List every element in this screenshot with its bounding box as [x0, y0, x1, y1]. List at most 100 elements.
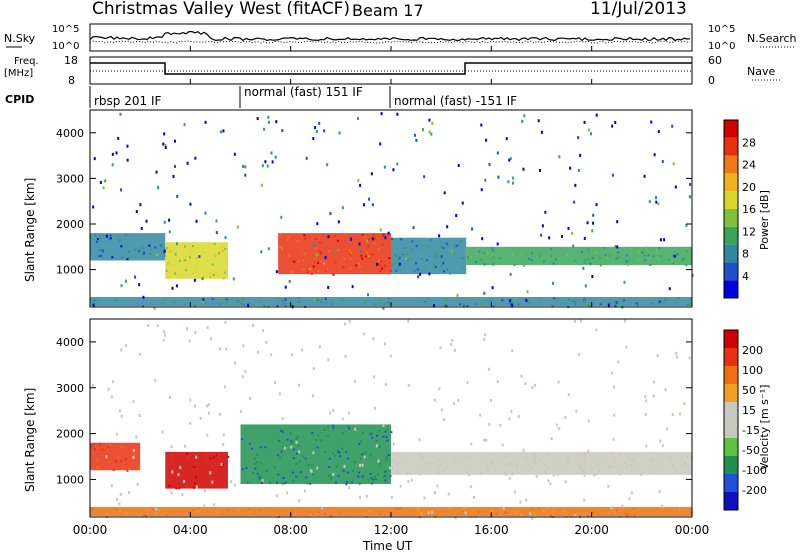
velocity-heatmap	[90, 319, 693, 520]
heatmap-cell	[156, 324, 159, 328]
heatmap-cell	[398, 262, 401, 266]
heatmap-cell	[613, 413, 616, 417]
heatmap-cell	[183, 479, 186, 483]
heatmap-cell	[437, 458, 440, 461]
velocity-colorbar-label: Velocity [m s⁻¹]	[758, 385, 771, 470]
heatmap-cell	[112, 468, 115, 471]
heatmap-cell	[189, 398, 192, 402]
heatmap-cell	[542, 509, 545, 512]
heatmap-cell	[596, 463, 599, 466]
heatmap-cell	[193, 482, 196, 485]
heatmap-cell	[212, 273, 215, 276]
heatmap-cell	[164, 333, 167, 337]
heatmap-cell	[373, 303, 376, 306]
heatmap-cell	[175, 487, 178, 490]
heatmap-cell	[212, 471, 215, 474]
heatmap-cell	[592, 213, 595, 217]
heatmap-cell	[467, 472, 470, 475]
heatmap-cell	[545, 507, 548, 510]
heatmap-cell	[674, 185, 677, 189]
heatmap-cell	[337, 475, 340, 478]
heatmap-cell	[214, 453, 217, 456]
heatmap-cell	[371, 477, 374, 480]
heatmap-cell	[532, 457, 535, 460]
heatmap-cell	[560, 234, 563, 238]
heatmap-cell	[183, 123, 186, 127]
heatmap-cell	[213, 503, 216, 507]
heatmap-cell	[491, 286, 494, 290]
heatmap-cell	[359, 440, 362, 443]
heatmap-cell	[202, 298, 205, 302]
heatmap-cell	[207, 403, 210, 407]
heatmap-cell	[659, 255, 662, 258]
heatmap-cell	[230, 480, 233, 484]
heatmap-cell	[164, 146, 167, 150]
heatmap-cell	[359, 183, 362, 187]
heatmap-cell	[161, 430, 164, 434]
heatmap-cell	[372, 233, 375, 236]
heatmap-cell	[457, 243, 460, 246]
heatmap-cell	[259, 446, 262, 449]
heatmap-cell	[330, 303, 333, 306]
heatmap-cell	[492, 250, 495, 253]
heatmap-cell	[371, 436, 374, 439]
heatmap-cell	[583, 236, 586, 240]
heatmap-cell	[367, 255, 370, 258]
heatmap-cell	[317, 261, 320, 264]
heatmap-cell	[635, 302, 638, 305]
heatmap-cell	[281, 129, 284, 133]
heatmap-cell	[407, 480, 410, 484]
heatmap-cell	[622, 299, 625, 302]
heatmap-cell	[557, 380, 560, 384]
heatmap-cell	[376, 473, 379, 476]
heatmap-cell	[433, 398, 436, 402]
heatmap-cell	[680, 464, 683, 467]
heatmap-cell	[589, 132, 592, 136]
heatmap-cell	[96, 238, 99, 241]
heatmap-cell	[584, 460, 587, 463]
heatmap-cell	[334, 250, 337, 254]
heatmap-cell	[381, 267, 384, 270]
heatmap-cell	[365, 514, 368, 517]
heatmap-cell	[178, 256, 181, 259]
heatmap-cell	[499, 423, 502, 427]
heatmap-cell	[167, 478, 170, 481]
heatmap-cell	[671, 413, 674, 417]
heatmap-cell	[183, 259, 186, 262]
heatmap-cell	[377, 260, 380, 263]
heatmap-cell	[633, 514, 636, 517]
heatmap-cell	[583, 261, 586, 264]
heatmap-cell	[120, 284, 123, 288]
heatmap-cell	[417, 508, 420, 511]
heatmap-cell	[387, 297, 390, 300]
heatmap-cell	[287, 236, 290, 239]
heatmap-cell	[591, 275, 594, 279]
heatmap-cell	[358, 482, 361, 485]
heatmap-cell	[438, 387, 441, 391]
heatmap-cell	[107, 446, 110, 449]
heatmap-cell	[559, 468, 562, 471]
heatmap-cell	[454, 252, 457, 255]
heatmap-cell	[163, 132, 166, 136]
heatmap-cell	[373, 237, 376, 240]
heatmap-cell	[164, 143, 167, 147]
heatmap-cell	[168, 230, 171, 234]
heatmap-cell	[302, 455, 305, 458]
heatmap-cell	[302, 259, 305, 262]
heatmap-cell	[587, 258, 590, 261]
heatmap-cell	[341, 417, 344, 421]
heatmap-cell	[148, 244, 151, 247]
heatmap-cell	[281, 482, 284, 485]
heatmap-cell	[195, 256, 198, 259]
heatmap-cell	[583, 474, 586, 477]
velocity-colorbar-swatch	[724, 402, 738, 420]
heatmap-cell	[323, 428, 326, 431]
heatmap-cell	[520, 513, 523, 516]
heatmap-cell	[589, 304, 592, 307]
heatmap-cell	[233, 483, 236, 487]
heatmap-cell	[441, 408, 444, 412]
heatmap-cell	[348, 319, 351, 323]
heatmap-cell	[212, 481, 215, 484]
heatmap-cell	[483, 337, 486, 341]
heatmap-cell	[577, 168, 580, 172]
